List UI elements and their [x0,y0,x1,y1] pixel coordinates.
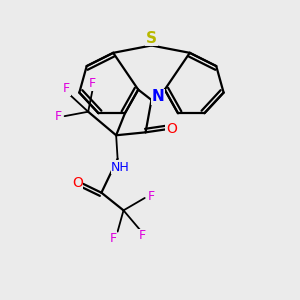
Text: S: S [146,31,157,46]
Text: F: F [63,82,70,95]
Text: F: F [89,77,96,90]
Text: F: F [110,232,117,244]
Text: O: O [72,176,83,190]
Text: O: O [166,122,177,136]
Text: NH: NH [111,160,130,174]
Text: N: N [152,89,164,104]
Text: F: F [139,230,146,242]
Text: F: F [148,190,155,203]
Text: F: F [55,110,62,123]
